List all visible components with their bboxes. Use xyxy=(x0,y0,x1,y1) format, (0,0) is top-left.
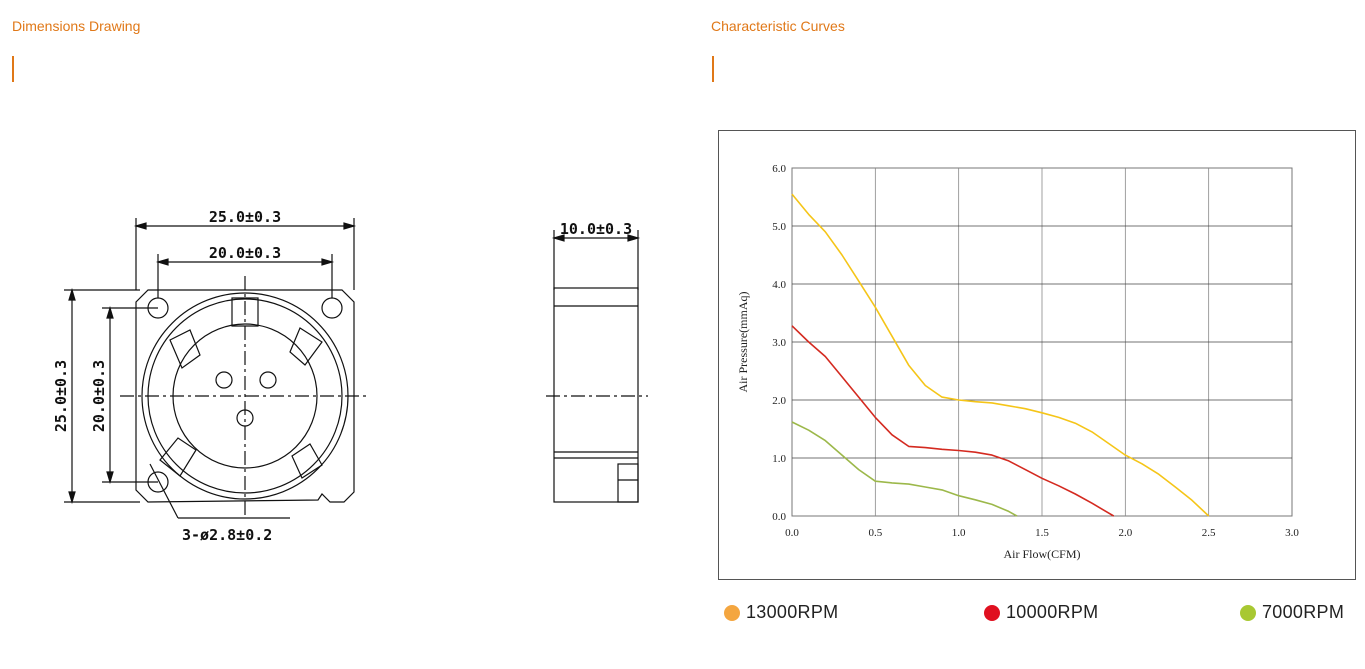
mounting-hole-bottom-left xyxy=(147,471,169,493)
legend-label-13000rpm: 13000RPM xyxy=(746,602,839,622)
y-tick-label: 5.0 xyxy=(772,221,786,233)
y-tick-label: 0.0 xyxy=(772,511,786,523)
x-axis-label: Air Flow(CFM) xyxy=(1003,547,1080,561)
characteristic-curves-chart: 0.0 0.5 1.0 1.5 2.0 2.5 3.0 0.0 1.0 2.0 3.0 4.0 5.0 6… xyxy=(736,163,1299,561)
dimensions-drawing-title: Dimensions Drawing xyxy=(12,18,141,34)
mounting-hole-top-left xyxy=(147,297,169,319)
mounting-hole-top-right xyxy=(321,297,343,319)
y-tick-label: 2.0 xyxy=(772,395,786,407)
legend-dot-10000rpm xyxy=(984,604,1000,621)
x-tick-label: 1.5 xyxy=(1035,527,1049,539)
y-axis-label: Air Pressure(mmAq) xyxy=(736,292,750,393)
outer-width-label: 25.0±0.3 xyxy=(209,208,281,226)
legend-dot-13000rpm xyxy=(724,604,740,621)
y-tick-label: 1.0 xyxy=(772,453,786,465)
series-line-13000rpm xyxy=(791,193,1210,517)
legend-label-10000rpm: 10000RPM xyxy=(1006,602,1099,622)
x-tick-label: 2.5 xyxy=(1202,527,1216,539)
chart-frame: 0.0 0.5 1.0 1.5 2.0 2.5 3.0 0.0 1.0 2.0 3.0 4.0 5.0 6… xyxy=(718,130,1356,580)
characteristic-curves-title: Characteristic Curves xyxy=(711,18,845,34)
chart-grid xyxy=(791,167,1293,517)
depth-label: 10.0±0.3 xyxy=(560,220,632,238)
inner-height-label: 20.0±0.3 xyxy=(90,360,108,432)
holes-label: 3-ø2.8±0.2 xyxy=(182,526,272,544)
outer-height-label: 25.0±0.3 xyxy=(52,360,70,432)
dimensions-drawing: 25.0±0.3 20.0±0.3 25.0±0.3 20.0±0.3 10.0… xyxy=(52,208,648,544)
series-line-10000rpm xyxy=(791,325,1115,517)
y-tick-label: 4.0 xyxy=(772,279,786,291)
x-tick-label: 1.0 xyxy=(952,527,966,539)
chart-ticks: 0.0 0.5 1.0 1.5 2.0 2.5 3.0 0.0 1.0 2.0 3.0 4.0 5.0 6… xyxy=(772,163,1299,539)
legend-dot-7000rpm xyxy=(1240,604,1256,621)
curves-accent-bar xyxy=(712,56,714,82)
fan-frame-outline xyxy=(135,289,355,503)
y-tick-label: 6.0 xyxy=(772,163,786,175)
x-tick-label: 0.5 xyxy=(868,527,882,539)
dimensions-accent-bar xyxy=(12,56,14,82)
y-tick-label: 3.0 xyxy=(772,337,786,349)
chart-series xyxy=(791,193,1210,517)
series-line-7000rpm xyxy=(791,421,1018,517)
x-tick-label: 2.0 xyxy=(1118,527,1132,539)
x-tick-label: 0.0 xyxy=(785,527,799,539)
fan-side-view xyxy=(553,287,639,503)
inner-width-label: 20.0±0.3 xyxy=(209,244,281,262)
legend-item-10000rpm: 10000RPM xyxy=(984,602,1098,623)
legend-item-7000rpm: 7000RPM xyxy=(1240,602,1344,623)
x-tick-label: 3.0 xyxy=(1285,527,1299,539)
legend-label-7000rpm: 7000RPM xyxy=(1262,602,1345,622)
legend-item-13000rpm: 13000RPM xyxy=(724,602,838,623)
